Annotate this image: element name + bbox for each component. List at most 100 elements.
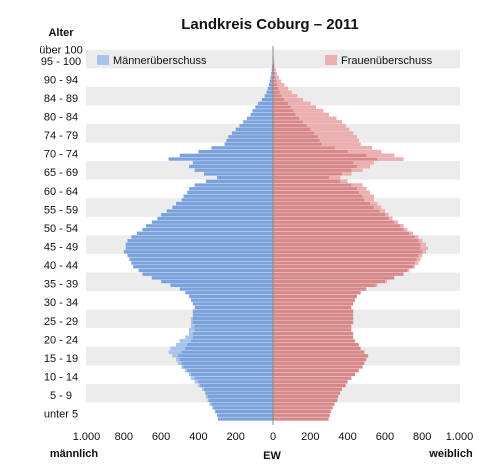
female-bar (273, 213, 389, 216)
male-bar (169, 157, 273, 160)
male-bar (239, 124, 273, 127)
x-tick-label: 400 (338, 431, 356, 443)
x-tick-label: 400 (189, 431, 207, 443)
legend-female-swatch (325, 55, 337, 65)
male-bar (131, 235, 273, 238)
female-surplus-bar (415, 235, 419, 238)
male-bar (139, 269, 273, 272)
age-group-label: 35 - 39 (44, 279, 78, 291)
x-tick-label: 1.000 (73, 431, 101, 443)
female-bar (273, 362, 364, 365)
male-surplus-bar (185, 369, 187, 372)
female-surplus-bar (307, 124, 346, 127)
age-group-label: 80 - 84 (44, 112, 78, 124)
male-surplus-bar (178, 362, 182, 365)
male-bar (189, 373, 273, 376)
age-group-label: 15 - 19 (44, 353, 78, 365)
male-bar (172, 206, 273, 209)
male-bar (195, 380, 273, 383)
male-surplus-bar (210, 402, 212, 405)
female-bar (273, 254, 422, 257)
male-bar (172, 354, 273, 357)
age-group-label: 74 - 79 (44, 130, 78, 142)
male-bar (195, 306, 273, 309)
male-bar (226, 139, 273, 142)
male-surplus-bar (206, 395, 208, 398)
male-bar (193, 302, 273, 305)
female-bar (273, 258, 420, 261)
male-bar (247, 117, 273, 120)
female-surplus-bar (277, 83, 284, 86)
male-bar (205, 391, 273, 394)
female-bar (273, 388, 342, 391)
male-surplus-bar (172, 354, 178, 357)
female-bar (273, 324, 351, 327)
age-group-label: 40 - 44 (44, 260, 78, 272)
age-group-label: 20 - 24 (44, 334, 78, 346)
female-bar (273, 287, 366, 290)
female-bar (273, 376, 351, 379)
male-surplus-bar (205, 391, 206, 394)
female-bar (273, 298, 355, 301)
female-bar (273, 317, 353, 320)
female-bar (273, 339, 355, 342)
legend-female-label: Frauenüberschuss (341, 55, 433, 67)
female-surplus-bar (385, 280, 387, 283)
female-surplus-bar (379, 209, 385, 212)
female-surplus-bar (357, 165, 370, 168)
female-bar (273, 399, 337, 402)
female-surplus-bar (407, 269, 409, 272)
x-tick-label: 200 (301, 431, 319, 443)
female-surplus-bar (291, 105, 316, 108)
female-surplus-bar (420, 246, 427, 249)
female-bar (273, 165, 370, 168)
female-bar (273, 402, 335, 405)
male-bar (180, 339, 273, 342)
male-surplus-bar (169, 350, 182, 353)
female-bar (273, 239, 422, 242)
female-bar (273, 313, 353, 316)
male-bar (180, 154, 273, 157)
female-bar (273, 343, 359, 346)
female-surplus-bar (404, 228, 408, 231)
female-bar (273, 373, 355, 376)
female-surplus-bar (288, 102, 310, 105)
male-bar (265, 94, 273, 97)
male-bar (251, 113, 273, 116)
female-surplus-bar (415, 261, 419, 264)
legend-female-surplus: Frauenüberschuss (325, 55, 433, 67)
female-surplus-bar (328, 417, 329, 420)
male-bar (255, 105, 273, 108)
female-surplus-bar (366, 154, 394, 157)
male-bar (185, 291, 273, 294)
female-surplus-bar (329, 176, 340, 179)
male-bar (128, 254, 273, 257)
female-surplus-bar (418, 254, 422, 257)
female-bar (273, 321, 353, 324)
female-bar (273, 191, 370, 194)
male-bar (204, 172, 273, 175)
female-surplus-bar (274, 65, 275, 68)
female-surplus-bar (348, 150, 382, 153)
female-surplus-bar (340, 180, 347, 183)
male-bar (176, 343, 273, 346)
male-bar (236, 128, 273, 131)
female-surplus-bar (284, 98, 303, 101)
female-bar (273, 354, 368, 357)
age-group-label: 45 - 49 (44, 241, 78, 253)
male-bar (210, 402, 273, 405)
male-bar (161, 280, 273, 283)
age-group-label: 55 - 59 (44, 204, 78, 216)
female-surplus-bar (359, 191, 370, 194)
x-tick-label: 600 (152, 431, 170, 443)
female-bar (273, 395, 338, 398)
male-surplus-bar (185, 336, 192, 339)
male-bar (191, 376, 273, 379)
female-surplus-bar (351, 169, 362, 172)
male-bar (202, 388, 273, 391)
female-bar (273, 310, 353, 313)
female-surplus-bar (321, 143, 360, 146)
female-bar (273, 265, 415, 268)
male-bar (187, 191, 273, 194)
